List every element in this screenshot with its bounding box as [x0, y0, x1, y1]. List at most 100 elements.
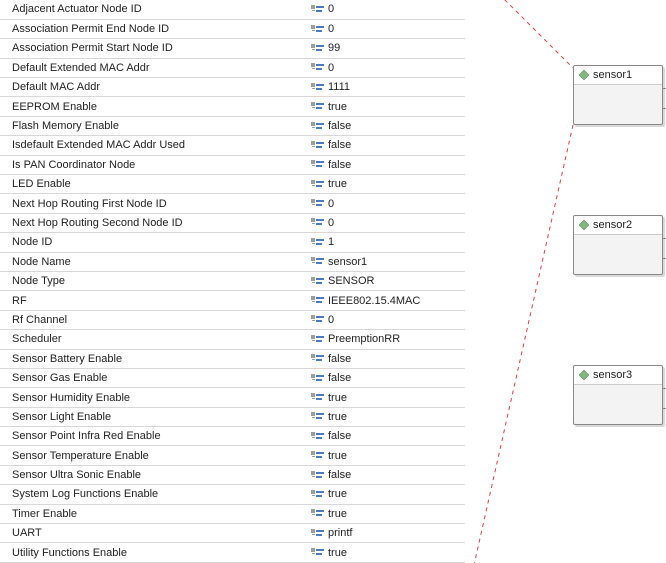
property-row[interactable]: Rf Channel0 [0, 310, 465, 329]
property-row[interactable]: Next Hop Routing First Node ID0 [0, 194, 465, 213]
property-row[interactable]: Sensor Ultra Sonic Enablefalse [0, 465, 465, 484]
property-row[interactable]: LED Enabletrue [0, 175, 465, 194]
property-value-cell[interactable]: true [305, 504, 465, 523]
property-value-cell[interactable]: 0 [305, 213, 465, 232]
property-icon [311, 179, 324, 190]
property-row[interactable]: Association Permit Start Node ID99 [0, 39, 465, 58]
node-connector [662, 88, 666, 89]
property-icon [311, 450, 324, 461]
property-key: Isdefault Extended MAC Addr Used [0, 136, 305, 155]
diagram-node[interactable]: sensor2 [573, 215, 663, 275]
property-row[interactable]: Is PAN Coordinator Nodefalse [0, 155, 465, 174]
property-row[interactable]: Adjacent Actuator Node ID0 [0, 0, 465, 19]
property-value-cell[interactable]: true [305, 97, 465, 116]
property-row[interactable]: UARTprintf [0, 524, 465, 543]
property-row[interactable]: Node TypeSENSOR [0, 271, 465, 290]
property-value-cell[interactable]: 0 [305, 58, 465, 77]
property-row[interactable]: Sensor Battery Enable false [0, 349, 465, 368]
property-icon [311, 314, 324, 325]
node-connector [662, 408, 666, 409]
diagram-node[interactable]: sensor3 [573, 365, 663, 425]
node-connector [662, 238, 666, 239]
property-value: true [328, 508, 347, 520]
property-value-cell[interactable]: true [305, 388, 465, 407]
property-row[interactable]: Sensor Temperature Enable true [0, 446, 465, 465]
diagram-node[interactable]: sensor1 [573, 65, 663, 125]
node-connector [662, 388, 666, 389]
property-value: false [328, 139, 351, 151]
property-key: Node Name [0, 252, 305, 271]
property-value-cell[interactable]: 0 [305, 0, 465, 19]
property-key: RF [0, 291, 305, 310]
property-value-cell[interactable]: false [305, 116, 465, 135]
property-value-cell[interactable]: printf [305, 524, 465, 543]
property-row[interactable]: Next Hop Routing Second Node ID0 [0, 213, 465, 232]
property-key: Sensor Temperature Enable [0, 446, 305, 465]
property-value: true [328, 450, 347, 462]
property-value-cell[interactable]: true [305, 446, 465, 465]
property-icon [311, 508, 324, 519]
property-value-cell[interactable]: true [305, 407, 465, 426]
property-value-cell[interactable]: SENSOR [305, 271, 465, 290]
property-row[interactable]: Sensor Humidity Enabletrue [0, 388, 465, 407]
property-icon [311, 276, 324, 287]
property-value-cell[interactable]: 0 [305, 194, 465, 213]
property-value-cell[interactable]: true [305, 175, 465, 194]
property-value: false [328, 353, 351, 365]
node-label: sensor1 [593, 69, 632, 81]
property-row[interactable]: Isdefault Extended MAC Addr Used false [0, 136, 465, 155]
property-value: 0 [328, 314, 334, 326]
property-row[interactable]: System Log Functions Enabletrue [0, 485, 465, 504]
property-row[interactable]: Node Namesensor1 [0, 252, 465, 271]
property-row[interactable]: Default Extended MAC Addr0 [0, 58, 465, 77]
property-value-cell[interactable]: 1 [305, 233, 465, 252]
property-value: false [328, 120, 351, 132]
property-key: Sensor Battery Enable [0, 349, 305, 368]
node-connector [662, 108, 666, 109]
property-key: LED Enable [0, 175, 305, 194]
property-value-cell[interactable]: false [305, 427, 465, 446]
property-row[interactable]: Utility Functions Enabletrue [0, 543, 465, 563]
property-key: Node Type [0, 271, 305, 290]
property-value: true [328, 101, 347, 113]
property-value-cell[interactable]: true [305, 543, 465, 563]
property-row[interactable]: Default MAC Addr1111 [0, 78, 465, 97]
diamond-icon [579, 70, 589, 80]
property-row[interactable]: RFIEEE802.15.4MAC [0, 291, 465, 310]
property-value: 99 [328, 42, 340, 54]
property-icon [311, 43, 324, 54]
property-value-cell[interactable]: 0 [305, 310, 465, 329]
property-value-cell[interactable]: false [305, 368, 465, 387]
property-icon [311, 101, 324, 112]
property-value-cell[interactable]: 0 [305, 19, 465, 38]
property-row[interactable]: EEPROM Enabletrue [0, 97, 465, 116]
property-value-cell[interactable]: false [305, 136, 465, 155]
property-value-cell[interactable]: PreemptionRR [305, 330, 465, 349]
property-value-cell[interactable]: sensor1 [305, 252, 465, 271]
property-value: true [328, 411, 347, 423]
property-row[interactable]: Sensor Point Infra Red Enablefalse [0, 427, 465, 446]
property-value-cell[interactable]: false [305, 349, 465, 368]
property-row[interactable]: Timer Enabletrue [0, 504, 465, 523]
property-value: 0 [328, 62, 334, 74]
property-icon [311, 82, 324, 93]
property-value-cell[interactable]: true [305, 485, 465, 504]
property-row[interactable]: Sensor Gas Enablefalse [0, 368, 465, 387]
property-value-cell[interactable]: 99 [305, 39, 465, 58]
property-icon [311, 431, 324, 442]
property-value-cell[interactable]: false [305, 465, 465, 484]
property-row[interactable]: SchedulerPreemptionRR [0, 330, 465, 349]
property-value-cell[interactable]: 1111 [305, 78, 465, 97]
property-value-cell[interactable]: IEEE802.15.4MAC [305, 291, 465, 310]
property-row[interactable]: Sensor Light Enabletrue [0, 407, 465, 426]
property-icon [311, 62, 324, 73]
property-value: PreemptionRR [328, 333, 400, 345]
property-row[interactable]: Flash Memory Enablefalse [0, 116, 465, 135]
property-value: false [328, 159, 351, 171]
property-value-cell[interactable]: false [305, 155, 465, 174]
property-icon [311, 547, 324, 558]
node-header: sensor3 [574, 366, 662, 385]
property-row[interactable]: Node ID1 [0, 233, 465, 252]
property-row[interactable]: Association Permit End Node ID0 [0, 19, 465, 38]
node-header: sensor1 [574, 66, 662, 85]
